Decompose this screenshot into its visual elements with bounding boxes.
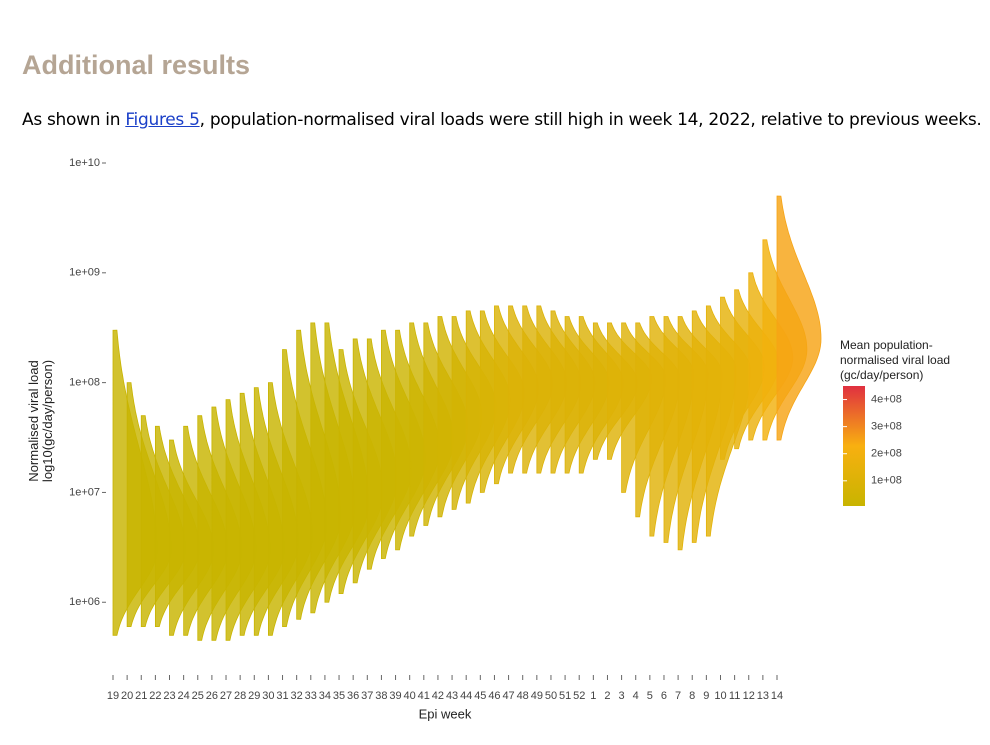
heading: Additional results [22, 50, 251, 80]
x-tick-label: 45 [474, 690, 486, 702]
legend-title: normalised viral load [840, 353, 950, 367]
x-tick-label: 9 [703, 690, 709, 702]
x-tick-label: 39 [389, 690, 401, 702]
x-tick-label: 25 [192, 690, 204, 702]
colorbar-label: 1e+08 [871, 475, 902, 487]
x-tick-label: 46 [488, 690, 500, 702]
x-tick-label: 19 [107, 690, 119, 702]
y-tick-label: 1e+08 [69, 377, 100, 389]
x-tick-label: 13 [757, 690, 769, 702]
x-axis-label: Epi week [419, 706, 472, 721]
x-tick-label: 36 [347, 690, 359, 702]
x-tick-label: 40 [404, 690, 416, 702]
x-tick-label: 20 [121, 690, 133, 702]
x-tick-label: 14 [771, 690, 783, 702]
y-tick-label: 1e+09 [69, 267, 100, 279]
link[interactable]: Figures 5 [125, 110, 200, 130]
text: As shown in [22, 110, 126, 130]
x-tick-label: 6 [661, 690, 667, 702]
x-tick-label: 42 [432, 690, 444, 702]
x-tick-label: 10 [714, 690, 726, 702]
x-tick-label: 35 [333, 690, 345, 702]
x-tick-label: 5 [647, 690, 653, 702]
x-tick-label: 2 [604, 690, 610, 702]
y-axis-label-line: Normalised viral load [26, 360, 41, 481]
x-tick-label: 50 [545, 690, 557, 702]
x-tick-label: 3 [619, 690, 625, 702]
x-tick-label: 52 [573, 690, 585, 702]
x-tick-label: 47 [502, 690, 514, 702]
text: , population-normalised viral loads were… [199, 110, 982, 130]
x-tick-label: 12 [743, 690, 755, 702]
paragraph: As shown in Figures 5, population-normal… [22, 110, 982, 130]
colorbar-label: 2e+08 [871, 448, 902, 460]
ridge [776, 195, 822, 441]
x-tick-label: 24 [178, 690, 190, 702]
colorbar [843, 386, 865, 506]
x-tick-label: 41 [418, 690, 430, 702]
x-tick-label: 29 [248, 690, 260, 702]
x-tick-label: 51 [559, 690, 571, 702]
x-tick-label: 8 [689, 690, 695, 702]
x-tick-label: 7 [675, 690, 681, 702]
x-tick-label: 37 [361, 690, 373, 702]
x-tick-label: 27 [220, 690, 232, 702]
x-tick-label: 38 [375, 690, 387, 702]
x-tick-label: 1 [590, 690, 596, 702]
y-tick-label: 1e+06 [69, 596, 100, 608]
legend-title: Mean population- [840, 338, 933, 352]
x-tick-label: 31 [276, 690, 288, 702]
x-tick-label: 26 [206, 690, 218, 702]
x-tick-label: 49 [531, 690, 543, 702]
y-tick-label: 1e+07 [69, 486, 100, 498]
y-axis-label: Normalised viral loadlog10(gc/day/person… [26, 360, 55, 482]
x-tick-label: 21 [135, 690, 147, 702]
y-tick-label: 1e+10 [69, 157, 100, 169]
x-tick-label: 44 [460, 690, 472, 702]
colorbar-label: 4e+08 [871, 393, 902, 405]
x-tick-label: 32 [291, 690, 303, 702]
colorbar-label: 3e+08 [871, 421, 902, 433]
x-tick-label: 11 [729, 690, 740, 702]
x-tick-label: 43 [446, 690, 458, 702]
legend-title: (gc/day/person) [840, 368, 923, 382]
x-tick-label: 4 [633, 690, 639, 702]
y-axis-label-line: log10(gc/day/person) [40, 360, 55, 482]
x-tick-label: 22 [149, 690, 161, 702]
x-tick-label: 23 [163, 690, 175, 702]
x-tick-label: 28 [234, 690, 246, 702]
x-tick-label: 33 [305, 690, 317, 702]
x-tick-label: 48 [517, 690, 529, 702]
x-tick-label: 30 [262, 690, 274, 702]
x-tick-label: 34 [319, 690, 331, 702]
